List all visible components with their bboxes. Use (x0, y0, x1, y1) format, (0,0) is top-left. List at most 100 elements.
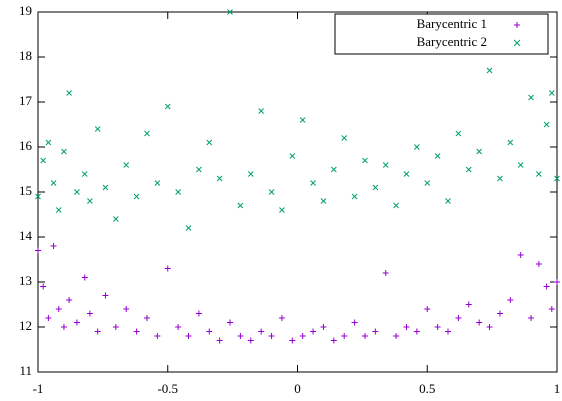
y-tick-label: 17 (19, 93, 33, 108)
point (237, 202, 244, 209)
point (206, 328, 213, 335)
y-tick-label: 14 (19, 228, 33, 243)
point (66, 90, 72, 96)
point (310, 180, 316, 186)
point (548, 90, 555, 96)
y-tick-label: 11 (19, 363, 32, 378)
point (102, 184, 109, 191)
point (434, 153, 441, 159)
point (227, 319, 234, 326)
point (35, 247, 41, 254)
point (341, 135, 348, 141)
point (465, 301, 472, 308)
legend-label: Barycentric 1 (417, 16, 487, 31)
point (81, 274, 88, 281)
point (414, 144, 420, 150)
point (40, 283, 47, 290)
point (66, 297, 73, 303)
point (73, 319, 80, 326)
point (486, 324, 493, 330)
point (548, 306, 555, 312)
point (195, 310, 202, 317)
point (227, 9, 233, 15)
point (143, 315, 150, 321)
point (445, 328, 452, 335)
point (361, 333, 368, 339)
point (133, 328, 140, 335)
y-tick-label: 15 (19, 183, 32, 198)
point (154, 333, 161, 339)
point (40, 157, 47, 164)
point (87, 198, 93, 204)
point (393, 333, 400, 339)
point (465, 166, 472, 173)
point (517, 252, 524, 258)
legend-label: Barycentric 2 (417, 34, 487, 49)
point (247, 171, 254, 177)
point (237, 333, 244, 339)
point (403, 171, 410, 177)
point (497, 175, 503, 182)
y-tick-label: 16 (19, 138, 33, 153)
point (403, 324, 410, 330)
point (341, 333, 348, 339)
y-tick-label: 13 (19, 273, 32, 288)
point (507, 297, 514, 303)
point (216, 337, 223, 344)
point (247, 337, 254, 344)
point (413, 328, 420, 335)
legend-marker (514, 22, 520, 28)
point (554, 175, 560, 182)
point (185, 333, 192, 339)
point (507, 139, 514, 146)
legend-box (334, 13, 549, 55)
point (60, 324, 67, 330)
point (486, 67, 493, 74)
point (372, 184, 379, 191)
point (175, 189, 181, 195)
point (299, 117, 306, 123)
point (61, 148, 67, 155)
point (476, 148, 483, 155)
point (112, 216, 119, 222)
y-tick-label: 12 (19, 318, 32, 333)
point (289, 337, 296, 344)
point (94, 126, 101, 132)
point (133, 193, 140, 200)
plot-frame (37, 11, 558, 373)
point (258, 328, 265, 335)
point (382, 270, 389, 276)
point (279, 207, 285, 213)
point (185, 225, 192, 231)
point (517, 162, 524, 168)
point (94, 328, 101, 335)
point (372, 328, 379, 335)
point (528, 315, 535, 321)
point (455, 315, 462, 321)
point (196, 166, 202, 173)
point (268, 333, 275, 339)
point (123, 162, 130, 168)
point (393, 202, 399, 209)
point (320, 198, 327, 204)
point (50, 243, 57, 249)
point (535, 261, 542, 267)
point (330, 166, 337, 173)
point (86, 310, 93, 317)
point (330, 337, 337, 344)
point (216, 175, 223, 182)
point (45, 139, 52, 146)
point (81, 171, 88, 177)
point (35, 193, 41, 200)
point (175, 324, 182, 330)
point (310, 328, 317, 335)
point (154, 180, 161, 186)
x-tick-label: -1 (33, 381, 44, 396)
point (351, 193, 358, 200)
x-tick-label: -0.5 (157, 381, 178, 396)
point (164, 265, 171, 272)
point (112, 324, 119, 330)
x-tick-label: 1 (554, 381, 561, 396)
point (164, 103, 171, 110)
